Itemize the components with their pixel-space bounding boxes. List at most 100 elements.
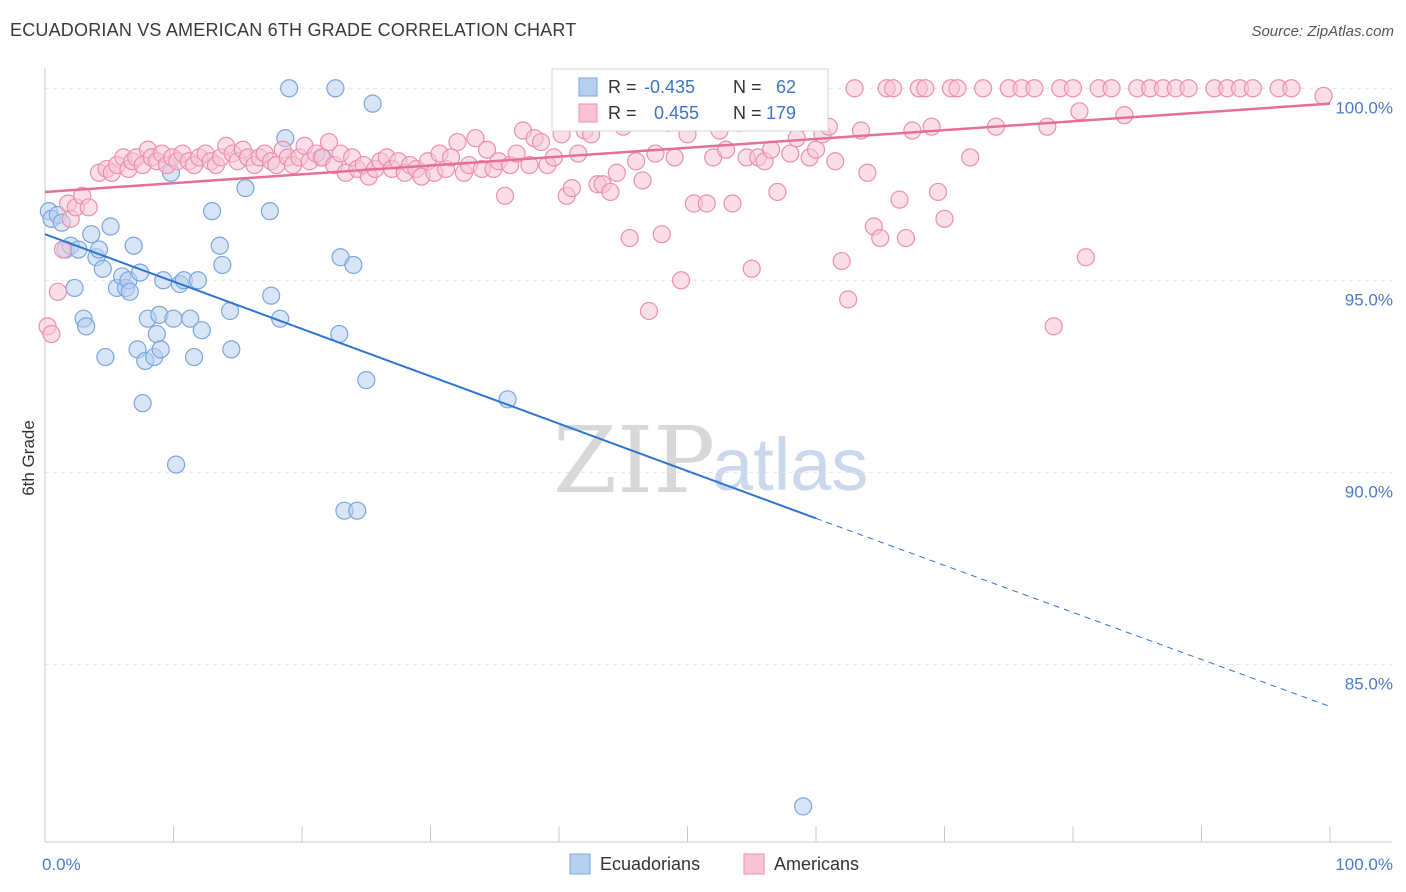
trend-lines [44, 102, 1331, 707]
point-american-164 [1076, 248, 1095, 267]
axes [44, 68, 1392, 843]
point-american-98 [601, 182, 620, 202]
stats-box: R = -0.435 N = 62 R = 0.455 N = 179 [551, 68, 829, 132]
stats-swatch-americans [578, 103, 598, 123]
point-ecuadorian-21 [124, 236, 143, 255]
point-american-76 [466, 129, 485, 148]
point-american-117 [723, 194, 742, 213]
point-ecuadorian-59 [357, 371, 376, 390]
point-ecuadorian-34 [166, 455, 186, 474]
legend-label-americans: Americans [774, 854, 859, 874]
point-ecuadorian-10 [82, 225, 101, 244]
point-ecuadorian-60 [363, 94, 382, 113]
point-american-101 [620, 228, 639, 248]
point-american-126 [781, 144, 800, 163]
point-ecuadorian-13 [93, 259, 112, 278]
point-american-1 [42, 324, 61, 344]
point-american-160 [1044, 317, 1063, 336]
trend-line-americans [44, 102, 1331, 194]
y-tick-labels: 100.0% 95.0% 90.0% 85.0% [1335, 98, 1393, 693]
point-american-149 [928, 182, 948, 202]
legend: Ecuadorians Americans [569, 853, 859, 875]
point-american-81 [495, 186, 515, 205]
point-american-99 [607, 163, 626, 182]
point-ecuadorian-53 [326, 79, 345, 98]
stats-r-label-0: R = [608, 77, 637, 97]
point-american-133 [826, 152, 845, 171]
point-american-87 [531, 132, 551, 152]
point-american-152 [948, 79, 967, 98]
point-ecuadorian-42 [210, 236, 229, 255]
point-american-78 [477, 140, 497, 159]
y-tick-label-0: 100.0% [1335, 98, 1393, 117]
point-american-134 [832, 251, 851, 271]
point-american-138 [858, 163, 877, 182]
point-ecuadorian-14 [96, 347, 115, 367]
point-american-142 [883, 79, 903, 98]
point-american-179 [1314, 86, 1333, 106]
point-american-109 [671, 271, 691, 290]
point-american-159 [1038, 117, 1057, 136]
point-ecuadorian-6 [65, 278, 84, 298]
point-american-93 [569, 144, 588, 163]
point-american-104 [639, 301, 659, 321]
point-american-135 [839, 290, 858, 309]
point-ecuadorian-39 [188, 271, 208, 290]
legend-label-ecuadorians: Ecuadorians [600, 854, 700, 874]
watermark: ZIP atlas [553, 407, 868, 514]
point-ecuadorian-37 [181, 309, 200, 328]
point-american-103 [633, 171, 652, 190]
point-american-123 [761, 140, 781, 159]
point-american-166 [1102, 79, 1121, 98]
point-ecuadorian-48 [262, 286, 281, 305]
stats-r-label-1: R = [608, 103, 637, 123]
y-tick-label-3: 85.0% [1345, 674, 1393, 693]
point-american-150 [935, 209, 954, 228]
point-ecuadorian-40 [192, 321, 211, 340]
point-american-92 [562, 179, 581, 198]
point-american-167 [1115, 106, 1134, 125]
point-american-163 [1070, 102, 1089, 121]
point-american-144 [896, 228, 916, 248]
point-american-147 [916, 79, 935, 98]
trend-line-ecuadorians [44, 233, 817, 520]
legend-swatch-ecuadorians [569, 853, 591, 875]
point-american-143 [890, 190, 909, 209]
point-ecuadorian-30 [151, 340, 170, 359]
point-american-106 [652, 225, 671, 244]
point-ecuadorian-15 [101, 217, 120, 236]
y-axis-label: 6th Grade [19, 420, 38, 496]
point-ecuadorian-24 [133, 394, 152, 413]
stats-n-label-1: N = [733, 103, 762, 123]
point-american-172 [1179, 79, 1198, 98]
point-american-51 [319, 132, 339, 152]
point-ecuadorian-38 [184, 347, 204, 367]
x-tick-label-0: 0.0% [42, 855, 81, 874]
chart-title: ECUADORIAN VS AMERICAN 6TH GRADE CORRELA… [10, 20, 577, 40]
chart-source: Source: ZipAtlas.com [1251, 23, 1394, 40]
point-ecuadorian-58 [348, 501, 367, 520]
stats-box-frame [551, 68, 829, 132]
point-ecuadorian-28 [147, 324, 166, 344]
point-ecuadorian-33 [164, 309, 183, 328]
point-american-178 [1282, 79, 1301, 98]
stats-swatch-ecuadorians [578, 77, 598, 97]
point-ecuadorian-46 [236, 179, 255, 198]
point-american-2 [48, 282, 67, 301]
trend-line-ecuadorians-projection [815, 517, 1331, 707]
point-american-102 [626, 152, 646, 171]
watermark-atlas: atlas [712, 423, 868, 506]
point-ecuadorian-43 [213, 255, 232, 275]
point-ecuadorian-12 [89, 240, 109, 259]
point-ecuadorian-45 [222, 340, 241, 359]
point-american-130 [806, 140, 826, 159]
point-american-145 [903, 121, 922, 140]
point-ecuadorian-57 [344, 255, 363, 275]
point-american-124 [768, 182, 787, 202]
point-american-85 [520, 155, 539, 175]
gridlines [45, 87, 1392, 665]
point-american-72 [441, 148, 461, 167]
stats-n-value-0: 62 [776, 77, 796, 97]
point-american-127 [787, 129, 806, 148]
